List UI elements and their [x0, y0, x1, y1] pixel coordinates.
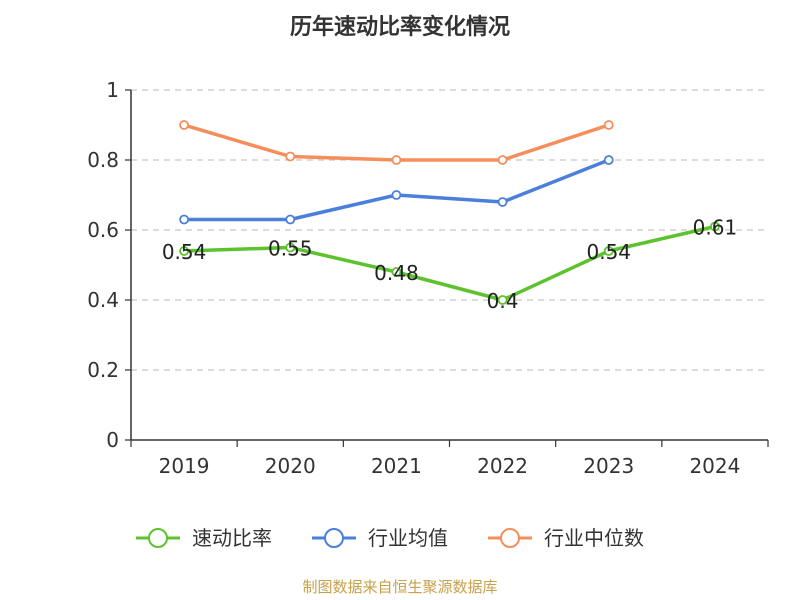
y-tick-label: 0.8: [87, 148, 119, 172]
series-line: [182, 123, 611, 162]
series-line: [182, 224, 717, 302]
data-point: [179, 214, 189, 225]
y-tick-label: 0: [106, 428, 119, 452]
data-label: 0.48: [374, 261, 419, 285]
legend-marker: [500, 528, 520, 548]
source-note: 制图数据来自恒生聚源数据库: [302, 578, 497, 596]
data-label: 0.54: [586, 240, 631, 264]
legend-marker: [324, 528, 344, 548]
legend-marker: [148, 528, 168, 548]
data-point: [603, 155, 614, 165]
y-tick-label: 0.4: [87, 288, 119, 312]
series-line: [182, 158, 611, 222]
grid: [131, 89, 768, 371]
data-point: [285, 214, 296, 225]
data-point: [710, 221, 720, 232]
y-tick-label: 0.2: [87, 358, 119, 382]
x-tick-label: 2023: [583, 454, 634, 478]
data-point: [497, 155, 508, 165]
data-point: [497, 295, 508, 305]
legend-item[interactable]: 行业均值: [312, 526, 448, 550]
legend: 速动比率 行业均值 行业中位数: [136, 526, 644, 550]
data-point: [179, 120, 189, 130]
data-point: [179, 246, 189, 256]
legend-item[interactable]: 行业中位数: [488, 526, 644, 550]
data-point: [391, 155, 402, 165]
x-tick-label: 2022: [477, 454, 528, 478]
x-tick-label: 2021: [371, 454, 422, 478]
x-tick-label: 2019: [159, 454, 210, 478]
legend-label: 行业中位数: [544, 526, 644, 550]
x-tick-label: 2024: [689, 454, 740, 478]
axes: 0 0.2 0.4 0.6 0.8 1 2019 2020 2021 2022 2023 2024: [87, 78, 769, 478]
x-tick-label: 2020: [265, 454, 316, 478]
data-label: 0.55: [268, 237, 313, 261]
data-point: [391, 267, 402, 277]
data-point: [497, 197, 508, 207]
data-point: [603, 246, 614, 256]
data-label: 0.61: [693, 216, 738, 240]
series-layer: [179, 120, 720, 305]
data-label: 0.54: [162, 240, 207, 264]
data-point: [285, 242, 296, 253]
y-tick-label: 1: [106, 78, 119, 102]
legend-label: 速动比率: [192, 526, 272, 550]
data-label: 0.4: [487, 289, 519, 313]
data-point: [285, 151, 296, 162]
data-point: [603, 120, 614, 130]
chart-title: 历年速动比率变化情况: [290, 14, 510, 40]
legend-label: 行业均值: [368, 526, 448, 550]
data-point: [391, 190, 402, 200]
y-tick-label: 0.6: [87, 218, 119, 242]
legend-item[interactable]: 速动比率: [136, 526, 272, 550]
data-labels: 0.54 0.55 0.48 0.4 0.54 0.61: [162, 216, 737, 314]
